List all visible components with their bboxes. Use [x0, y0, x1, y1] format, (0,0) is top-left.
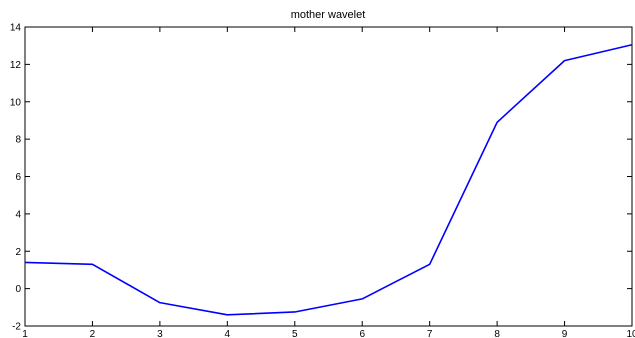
y-tick-label: 10 [10, 97, 22, 108]
x-tick-label: 5 [292, 329, 298, 338]
x-tick-label: 1 [22, 329, 28, 338]
series-line [24, 43, 633, 316]
x-tick-label: 4 [225, 329, 231, 338]
series-layer [24, 43, 633, 316]
y-tick-label: -2 [12, 322, 21, 333]
x-tick-label: 8 [494, 329, 500, 338]
y-tick-label: 14 [10, 23, 22, 34]
y-tick-label: 12 [10, 60, 22, 71]
chart-title: mother wavelet [291, 9, 366, 21]
x-tick-label: 3 [157, 329, 163, 338]
y-tick-label: 4 [15, 209, 21, 220]
x-tick-label: 2 [90, 329, 96, 338]
axis-ticks [24, 26, 633, 327]
y-tick-label: 2 [15, 247, 21, 258]
x-tick-label: 9 [562, 329, 568, 338]
y-tick-label: 6 [15, 172, 21, 183]
y-tick-label: 0 [15, 284, 21, 295]
x-tick-label: 6 [359, 329, 365, 338]
x-tick-label: 7 [427, 329, 433, 338]
plot-area [24, 26, 633, 327]
x-tick-label: 10 [626, 329, 635, 338]
y-tick-label: 8 [15, 135, 21, 146]
